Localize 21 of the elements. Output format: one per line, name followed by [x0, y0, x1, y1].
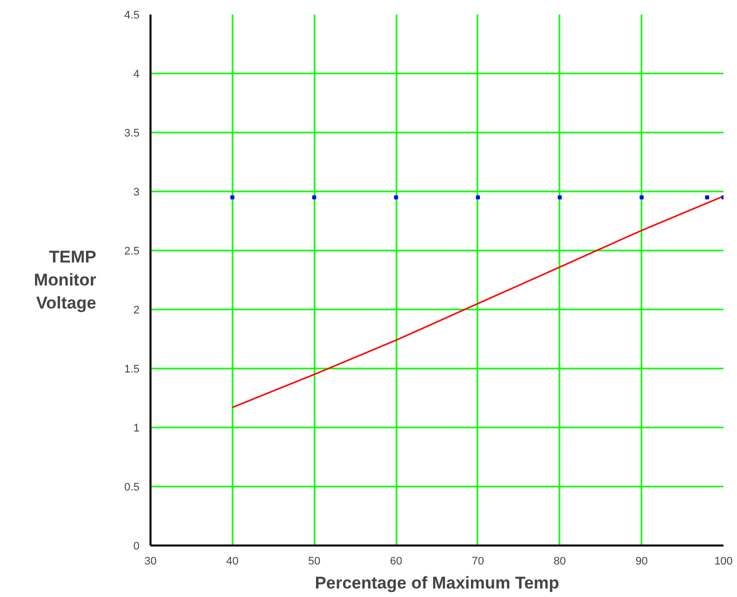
- y-tick-label: 3.5: [124, 128, 140, 140]
- y-tick-label: 0.5: [124, 482, 140, 494]
- x-tick-label: 40: [226, 556, 238, 568]
- x-tick-label: 60: [390, 556, 402, 568]
- y-tick-label: 4.5: [124, 10, 140, 22]
- x-tick-label: 70: [472, 556, 484, 568]
- y-tick-label: 2.5: [124, 246, 140, 258]
- y-tick-label: 3: [133, 186, 140, 198]
- y-tick-label: 1: [133, 422, 140, 434]
- x-tick-label: 30: [144, 556, 157, 568]
- x-tick-label: 50: [308, 556, 320, 568]
- y-tick-label: 4: [133, 68, 140, 80]
- y-tick-label: 2: [133, 304, 140, 316]
- y-tick-label: 0: [133, 540, 140, 552]
- x-tick-label: 80: [554, 556, 566, 568]
- x-tick-label: 90: [636, 556, 648, 568]
- x-tick-label: 100: [714, 556, 733, 568]
- y-axis-title: TEMP Monitor Voltage: [34, 248, 97, 312]
- y-tick-label: 1.5: [124, 364, 140, 376]
- x-axis-title: Percentage of Maximum Temp: [314, 574, 560, 592]
- line-series: [232, 195, 724, 408]
